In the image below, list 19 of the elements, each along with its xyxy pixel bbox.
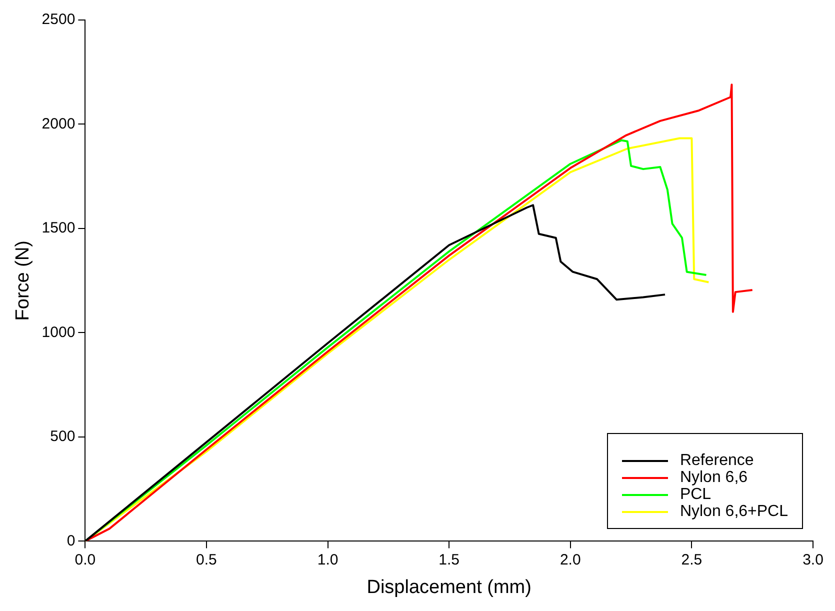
x-tick-label: 1.0: [317, 551, 338, 568]
x-tick-label: 2.0: [560, 551, 581, 568]
y-tick-label: 500: [50, 428, 76, 446]
x-tick-label: 3.0: [802, 551, 824, 568]
y-axis-title: Force (N): [12, 240, 34, 321]
legend-label: Reference: [680, 452, 754, 470]
x-tick-label: 1.5: [438, 551, 460, 568]
x-tick-label: 2.5: [681, 551, 702, 568]
y-tick-label: 1000: [42, 324, 76, 341]
x-axis-title: Displacement (mm): [366, 576, 532, 598]
y-tick-label: 0: [66, 532, 76, 550]
y-tick-label: 1500: [42, 220, 76, 237]
legend-label: Nylon 6,6: [680, 469, 748, 486]
x-tick-label: 0.0: [74, 551, 96, 568]
legend-label: PCL: [680, 486, 712, 504]
x-tick-label: 0.5: [196, 551, 217, 568]
legend-label: Nylon 6,6+PCL: [680, 503, 788, 520]
y-tick-label: 2500: [42, 11, 76, 28]
y-tick-label: 2000: [42, 115, 76, 132]
